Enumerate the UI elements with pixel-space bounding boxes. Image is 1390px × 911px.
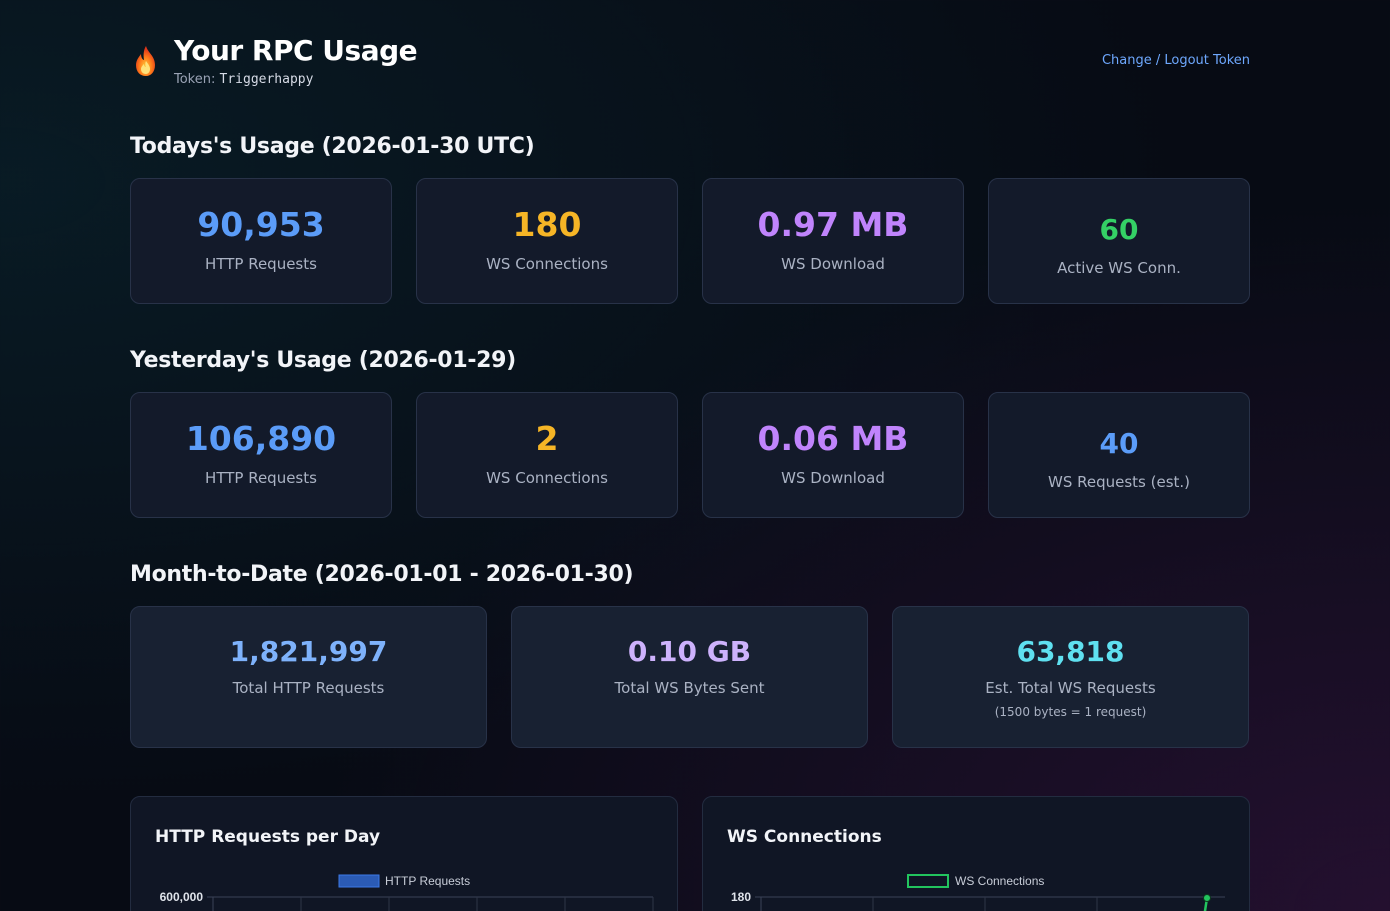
yesterday-ws-connections-label: WS Connections: [486, 469, 608, 487]
month-ws-requests-value: 63,818: [1016, 635, 1125, 668]
yesterday-ws-download-label: WS Download: [781, 469, 885, 487]
today-ws-download-card: 0.97 MB WS Download: [702, 178, 964, 304]
ws-connections-chart: WS Connections 180: [731, 874, 1225, 911]
today-active-ws-value: 60: [1099, 213, 1139, 246]
ws-data-point[interactable]: [1203, 894, 1211, 902]
token-value: Triggerhappy: [219, 72, 314, 87]
yesterday-http-requests-card: 106,890 HTTP Requests: [130, 392, 392, 518]
today-ws-download-label: WS Download: [781, 255, 885, 273]
today-cards: 90,953 HTTP Requests 180 WS Connections …: [130, 178, 1250, 304]
ws-y-tick-label: 180: [731, 890, 751, 904]
month-ws-requests-note: (1500 bytes = 1 request): [994, 705, 1147, 719]
http-requests-chart: HTTP Requests 600,000: [160, 874, 654, 911]
month-ws-bytes-label: Total WS Bytes Sent: [614, 679, 765, 697]
yesterday-ws-requests-value: 40: [1099, 427, 1139, 460]
yesterday-section-title: Yesterday's Usage (2026-01-29): [130, 348, 516, 373]
yesterday-ws-connections-value: 2: [535, 419, 559, 458]
ws-legend-swatch[interactable]: [907, 874, 949, 888]
http-legend-swatch[interactable]: [338, 874, 380, 888]
month-ws-requests-card: 63,818 Est. Total WS Requests (1500 byte…: [892, 606, 1249, 748]
token-line: Token: Triggerhappy: [174, 72, 313, 87]
ws-series-line: [1203, 897, 1209, 911]
ws-legend-label[interactable]: WS Connections: [955, 874, 1044, 888]
today-ws-connections-value: 180: [512, 205, 582, 244]
today-ws-connections-label: WS Connections: [486, 255, 608, 273]
today-section-title: Todays's Usage (2026-01-30 UTC): [130, 134, 535, 159]
today-http-requests-label: HTTP Requests: [205, 255, 317, 273]
http-y-tick-label: 600,000: [160, 890, 204, 904]
yesterday-cards: 106,890 HTTP Requests 2 WS Connections 0…: [130, 392, 1250, 518]
page-title: Your RPC Usage: [174, 34, 418, 67]
month-ws-requests-label: Est. Total WS Requests: [985, 679, 1156, 697]
http-chart-title: HTTP Requests per Day: [155, 827, 381, 847]
month-http-requests-value: 1,821,997: [229, 635, 388, 668]
fire-icon: [136, 46, 155, 76]
yesterday-ws-requests-card: 40 WS Requests (est.): [988, 392, 1250, 518]
month-ws-bytes-value: 0.10 GB: [627, 635, 752, 668]
yesterday-ws-download-card: 0.06 MB WS Download: [702, 392, 964, 518]
today-ws-download-value: 0.97 MB: [757, 205, 909, 244]
yesterday-ws-requests-label: WS Requests (est.): [1047, 473, 1191, 491]
yesterday-http-requests-value: 106,890: [185, 419, 337, 458]
http-legend-label[interactable]: HTTP Requests: [385, 874, 470, 888]
ws-connections-chart-panel: WS Connections WS Connections 180: [702, 796, 1250, 911]
month-cards: 1,821,997 Total HTTP Requests 0.10 GB To…: [130, 606, 1250, 748]
ws-chart-title: WS Connections: [727, 827, 882, 847]
logout-token-link[interactable]: Change / Logout Token: [1101, 53, 1250, 68]
today-active-ws-card: 60 Active WS Conn.: [988, 178, 1250, 304]
yesterday-ws-connections-card: 2 WS Connections: [416, 392, 678, 518]
month-ws-bytes-card: 0.10 GB Total WS Bytes Sent: [511, 606, 868, 748]
today-active-ws-label: Active WS Conn.: [1057, 259, 1181, 277]
yesterday-http-requests-label: HTTP Requests: [205, 469, 317, 487]
token-label: Token:: [174, 72, 216, 87]
today-ws-connections-card: 180 WS Connections: [416, 178, 678, 304]
page-header: Your RPC Usage Token: Triggerhappy Chang…: [130, 30, 1250, 90]
today-http-requests-card: 90,953 HTTP Requests: [130, 178, 392, 304]
month-section-title: Month-to-Date (2026-01-01 - 2026-01-30): [130, 562, 634, 587]
yesterday-ws-download-value: 0.06 MB: [757, 419, 909, 458]
month-http-requests-card: 1,821,997 Total HTTP Requests: [130, 606, 487, 748]
today-http-requests-value: 90,953: [197, 205, 325, 244]
month-http-requests-label: Total HTTP Requests: [232, 679, 385, 697]
http-requests-chart-panel: HTTP Requests per Day HTTP Requests 600,…: [130, 796, 678, 911]
